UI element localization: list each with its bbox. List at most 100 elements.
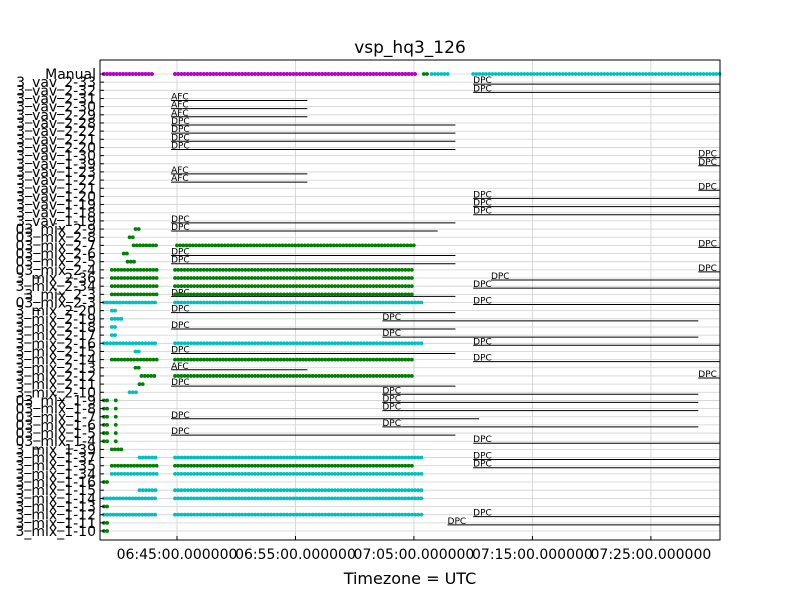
data-point bbox=[484, 72, 488, 76]
data-point bbox=[198, 292, 203, 297]
data-point bbox=[146, 341, 151, 346]
data-point bbox=[224, 72, 229, 76]
y-tick-label: 3_mix_1-12 bbox=[16, 508, 97, 524]
data-point bbox=[313, 357, 318, 362]
data-point bbox=[182, 300, 187, 305]
data-point bbox=[265, 292, 270, 297]
data-point bbox=[390, 267, 395, 272]
data-point bbox=[214, 374, 219, 378]
data-point bbox=[138, 284, 143, 289]
data-point bbox=[208, 267, 213, 272]
data-point bbox=[377, 471, 382, 476]
data-point bbox=[409, 276, 414, 280]
data-point bbox=[145, 463, 149, 468]
data-point bbox=[205, 488, 209, 493]
data-point bbox=[567, 72, 572, 76]
data-point bbox=[224, 374, 229, 378]
data-point bbox=[352, 463, 357, 468]
data-point bbox=[237, 463, 241, 468]
data-point bbox=[243, 292, 248, 297]
data-point bbox=[259, 374, 264, 378]
y-tick-label: 03_mix_1-8 bbox=[16, 402, 97, 418]
data-point bbox=[291, 488, 296, 493]
data-point bbox=[310, 357, 315, 362]
data-point bbox=[390, 72, 395, 76]
data-point bbox=[317, 512, 321, 517]
data-point bbox=[307, 496, 312, 501]
data-point bbox=[656, 72, 661, 76]
data-point bbox=[148, 471, 153, 476]
data-point bbox=[384, 357, 389, 362]
data-point bbox=[294, 292, 299, 297]
data-point bbox=[323, 267, 328, 272]
data-point bbox=[365, 284, 369, 289]
data-point bbox=[265, 72, 270, 76]
data-point bbox=[131, 243, 136, 248]
data-point bbox=[390, 292, 395, 297]
data-point bbox=[714, 72, 719, 76]
data-point bbox=[596, 72, 600, 76]
data-point bbox=[217, 463, 222, 468]
data-point bbox=[189, 463, 193, 468]
data-point bbox=[211, 463, 216, 468]
data-point bbox=[377, 276, 382, 280]
data-point bbox=[390, 341, 395, 346]
data-point bbox=[198, 496, 203, 501]
data-point bbox=[500, 72, 504, 76]
data-point bbox=[233, 292, 238, 297]
data-point bbox=[419, 471, 424, 476]
data-point bbox=[214, 455, 219, 460]
data-point bbox=[365, 463, 369, 468]
data-point bbox=[374, 374, 379, 378]
data-point bbox=[342, 488, 347, 493]
data-point bbox=[406, 292, 411, 297]
data-point bbox=[301, 512, 305, 517]
data-point bbox=[134, 512, 138, 517]
data-point bbox=[390, 284, 395, 289]
data-point bbox=[336, 300, 341, 305]
segment-label: DPC bbox=[698, 182, 717, 192]
data-point bbox=[666, 72, 671, 76]
data-point bbox=[143, 341, 148, 346]
data-point bbox=[179, 463, 184, 468]
data-point bbox=[349, 496, 353, 501]
data-point bbox=[406, 276, 411, 280]
data-point bbox=[230, 72, 235, 76]
data-point bbox=[365, 357, 369, 362]
data-point bbox=[333, 471, 337, 476]
data-point bbox=[262, 374, 267, 378]
data-point bbox=[586, 72, 591, 76]
data-point bbox=[262, 300, 267, 305]
data-point bbox=[253, 267, 257, 272]
data-point bbox=[125, 292, 130, 297]
data-point bbox=[408, 243, 413, 248]
data-point bbox=[249, 357, 254, 362]
data-point bbox=[349, 300, 353, 305]
data-point bbox=[349, 374, 353, 378]
data-point bbox=[361, 357, 366, 362]
data-point bbox=[118, 496, 122, 501]
data-point bbox=[291, 455, 296, 460]
data-point bbox=[294, 488, 299, 493]
data-point bbox=[173, 276, 177, 280]
data-point bbox=[403, 374, 408, 378]
data-point bbox=[187, 243, 192, 248]
x-tick-label: 07:25:00.000000 bbox=[591, 547, 712, 563]
data-point bbox=[201, 267, 206, 272]
data-point bbox=[105, 300, 109, 305]
data-point bbox=[233, 463, 238, 468]
data-point bbox=[307, 267, 312, 272]
data-point bbox=[114, 512, 119, 517]
data-point bbox=[381, 374, 385, 378]
data-point bbox=[320, 471, 325, 476]
data-point bbox=[125, 357, 130, 362]
data-point bbox=[349, 284, 353, 289]
data-point bbox=[198, 512, 203, 517]
data-point bbox=[368, 72, 373, 76]
data-point bbox=[265, 463, 270, 468]
data-point bbox=[297, 496, 302, 501]
data-point bbox=[249, 276, 254, 280]
data-point bbox=[246, 488, 251, 493]
data-point bbox=[409, 496, 414, 501]
data-point bbox=[246, 284, 251, 289]
